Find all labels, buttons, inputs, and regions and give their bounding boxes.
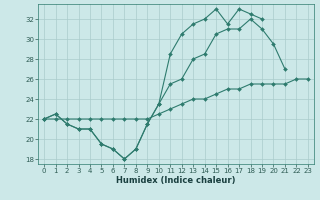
X-axis label: Humidex (Indice chaleur): Humidex (Indice chaleur) — [116, 176, 236, 185]
